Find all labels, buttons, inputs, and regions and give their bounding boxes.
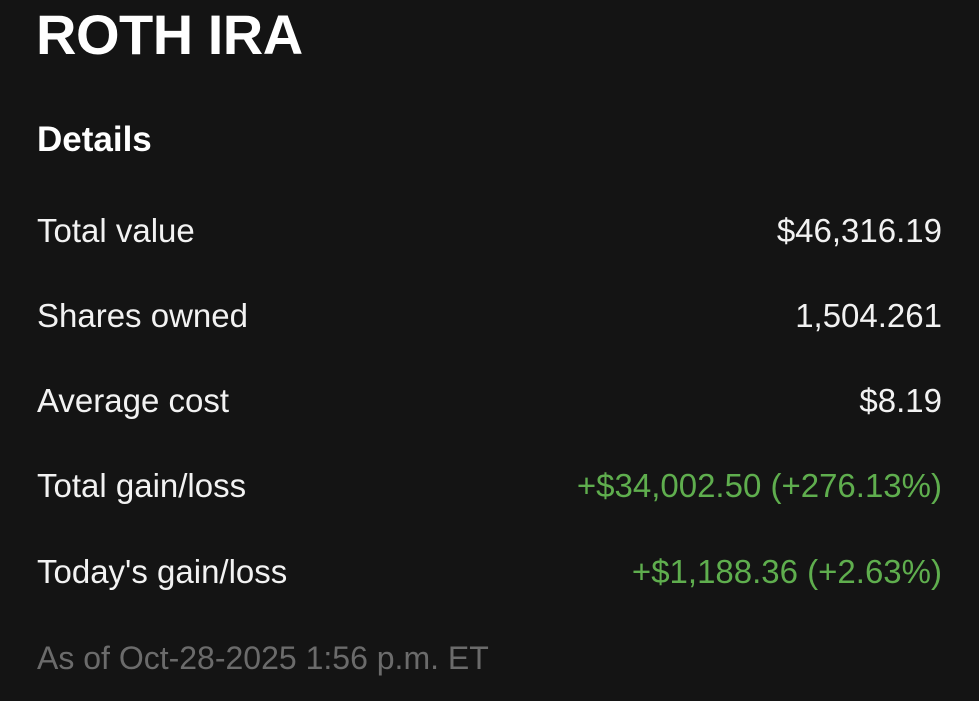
total-gain-loss-label: Total gain/loss [37, 467, 247, 504]
total-value-amount: $46,316.19 [776, 212, 942, 249]
shares-owned-amount: 1,504.261 [795, 297, 942, 334]
shares-owned-label: Shares owned [37, 297, 248, 334]
total-value-label: Total value [37, 212, 195, 249]
average-cost-label: Average cost [37, 382, 230, 419]
detail-row-total-gain-loss: Total gain/loss +$34,002.50 (+276.13%) [37, 464, 942, 508]
average-cost-amount: $8.19 [859, 382, 942, 419]
todays-gain-loss-amount: +$1,188.36 (+2.63%) [631, 553, 942, 590]
detail-row-todays-gain-loss: Today's gain/loss +$1,188.36 (+2.63%) [37, 550, 942, 594]
details-heading: Details [37, 120, 152, 159]
account-title: ROTH IRA [36, 3, 303, 66]
as-of-timestamp: As of Oct-28-2025 1:56 p.m. ET [37, 640, 489, 676]
detail-row-average-cost: Average cost $8.19 [37, 379, 942, 423]
todays-gain-loss-label: Today's gain/loss [37, 553, 288, 590]
total-gain-loss-amount: +$34,002.50 (+276.13%) [576, 467, 942, 504]
detail-row-shares-owned: Shares owned 1,504.261 [37, 294, 942, 338]
detail-row-total-value: Total value $46,316.19 [37, 209, 942, 253]
